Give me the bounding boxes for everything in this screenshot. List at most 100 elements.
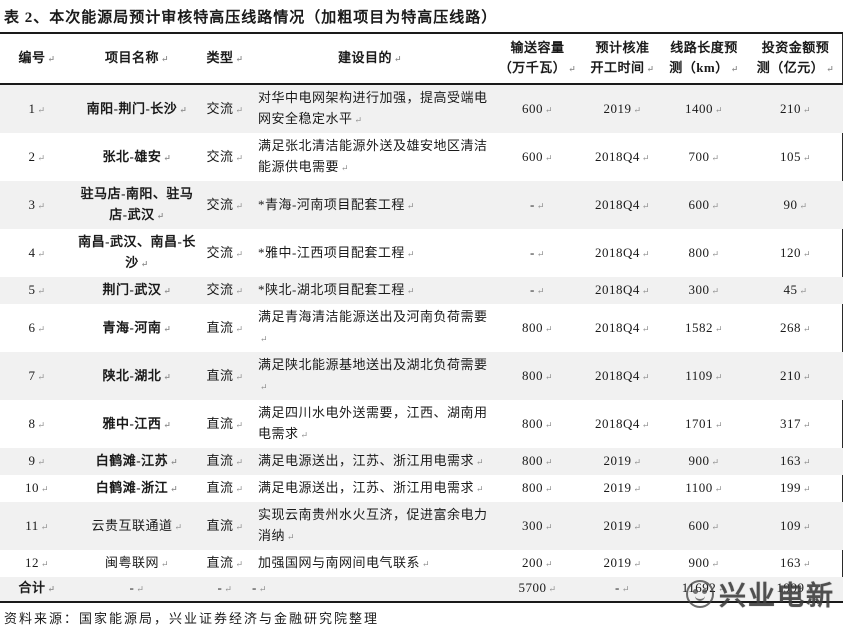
return-mark: ↵ <box>235 484 244 494</box>
cell-purpose: *雅中-江西项目配套工程 ↵ <box>258 244 415 260</box>
cell-length: 11692 ↵ <box>660 577 748 603</box>
cell-purpose: 满足张北清洁能源外送及雄安地区清洁能源供电需要 ↵ <box>258 138 488 174</box>
table-row: 5 ↵ 荆门-武汉 ↵ 交流 ↵ *陕北-湖北项目配套工程 ↵ - ↵ 2018Q4 ↵ 300 ↵ 45 ↵ <box>0 277 843 304</box>
return-mark: ↵ <box>548 584 557 594</box>
cell-type: 交流 ↵ <box>206 282 244 297</box>
return-mark: ↵ <box>714 484 723 494</box>
cell-type: 交流 ↵ <box>206 148 244 164</box>
return-mark: ↵ <box>170 457 179 467</box>
return-mark: ↵ <box>802 248 812 259</box>
cell-id: 8 ↵ <box>28 415 46 431</box>
cell-name: 雅中-江西 ↵ <box>102 415 172 431</box>
cell-investment: 109 ↵ <box>779 517 812 533</box>
cell-length: 300 ↵ <box>688 282 720 297</box>
cell-capacity: 800 ↵ <box>521 319 554 335</box>
total-row: 合计 ↵ - ↵ - ↵ - ↵ 5700 ↵ - ↵ 11692 ↵ 1999 ↵ <box>0 577 843 603</box>
cell-investment: 199 ↵ <box>779 480 812 495</box>
return-mark: ↵ <box>802 323 812 334</box>
cell-start: 2019 ↵ <box>603 453 642 468</box>
cell-purpose: *陕北-湖北项目配套工程 ↵ <box>258 282 415 297</box>
return-mark: ↵ <box>802 559 812 569</box>
cell-name: 云贵互联通道 ↵ <box>91 517 183 533</box>
cell-purpose: 满足电源送出，江苏、浙江用电需求 ↵ <box>258 480 485 495</box>
return-mark: ↵ <box>536 200 545 211</box>
cell-investment: 317 ↵ <box>779 415 812 431</box>
cell-type: 交流 ↵ <box>206 244 244 260</box>
return-mark: ↵ <box>40 559 50 569</box>
cell-start: 2019 ↵ <box>603 480 642 495</box>
return-mark: ↵ <box>802 371 812 382</box>
return-mark: ↵ <box>224 584 233 594</box>
return-mark: ↵ <box>711 286 720 296</box>
cell-investment: 45 ↵ <box>783 282 808 297</box>
return-mark: ↵ <box>633 104 642 115</box>
table-body: 1 ↵ 南阳-荆门-长沙 ↵ 交流 ↵ 对华中电网架构进行加强，提高受端电网安全稳定水平 ↵ 6… <box>0 84 843 603</box>
cell-start: 2018Q4 ↵ <box>595 415 650 431</box>
return-mark: ↵ <box>536 248 545 259</box>
cell-investment: 163 ↵ <box>779 453 812 468</box>
return-mark: ↵ <box>37 248 46 259</box>
return-mark: ↵ <box>235 286 244 296</box>
return-mark: ↵ <box>37 457 46 467</box>
source-note: 资料来源：国家能源局，兴业证券经济与金融研究院整理 <box>4 611 380 626</box>
cell-name: - ↵ <box>74 577 200 603</box>
return-mark: ↵ <box>235 54 244 64</box>
return-mark: ↵ <box>40 521 49 532</box>
return-mark: ↵ <box>37 323 46 334</box>
return-mark: ↵ <box>235 152 244 163</box>
cell-start: 2018Q4 ↵ <box>595 148 650 164</box>
cell-purpose: 实现云南贵州水火互济，促进富余电力消纳 ↵ <box>258 507 488 543</box>
cell-length: 1400 ↵ <box>684 100 724 116</box>
return-mark: ↵ <box>544 323 554 334</box>
cell-type: 直流 ↵ <box>206 555 244 570</box>
cell-length: 600 ↵ <box>688 196 720 212</box>
column-header-investment: 投资金额预 测（亿元） ↵ <box>748 34 843 85</box>
cell-capacity: 800 ↵ <box>521 367 554 383</box>
return-mark: ↵ <box>536 286 545 296</box>
cell-capacity: - ↵ <box>530 244 545 260</box>
return-mark: ↵ <box>711 457 720 467</box>
return-mark: ↵ <box>714 419 724 430</box>
cell-purpose: 满足青海清洁能源送出及河南负荷需要↵ <box>258 309 488 344</box>
cell-start: 2018Q4 ↵ <box>595 367 650 383</box>
return-mark: ↵ <box>37 104 46 115</box>
return-mark: ↵ <box>476 457 485 467</box>
return-mark: ↵ <box>711 200 720 211</box>
cell-name: 白鹤滩-江苏 ↵ <box>95 453 179 468</box>
return-mark: ↵ <box>711 152 720 163</box>
return-mark: ↵ <box>258 584 267 594</box>
return-mark: ↵ <box>354 115 363 125</box>
cell-type: 直流 ↵ <box>206 517 244 533</box>
cell-length: 1582 ↵ <box>684 319 724 335</box>
cell-purpose: 满足陕北能源基地送出及湖北负荷需要↵ <box>258 357 488 392</box>
cell-id: 10 ↵ <box>24 480 50 495</box>
column-header-start: 预计核准 开工时间 ↵ <box>585 34 660 85</box>
return-mark: ↵ <box>802 521 812 532</box>
return-mark: ↵ <box>633 559 642 569</box>
cell-start: 2018Q4 ↵ <box>595 319 650 335</box>
cell-capacity: 800 ↵ <box>521 415 554 431</box>
table-row: 1 ↵ 南阳-荆门-长沙 ↵ 交流 ↵ 对华中电网架构进行加强，提高受端电网安全稳定水平 ↵ 6… <box>0 84 843 133</box>
cell-type: 直流 ↵ <box>206 415 244 431</box>
cell-type: 交流 ↵ <box>206 100 244 116</box>
cell-length: 900 ↵ <box>688 453 720 468</box>
return-mark: ↵ <box>476 484 485 494</box>
cell-purpose: 满足电源送出，江苏、浙江用电需求 ↵ <box>258 453 485 468</box>
return-mark: ↵ <box>641 371 650 382</box>
cell-investment: 210 ↵ <box>779 100 812 116</box>
cell-name: 闽粤联网 ↵ <box>104 555 170 570</box>
cell-id: 2 ↵ <box>28 148 46 164</box>
return-mark: ↵ <box>718 584 727 594</box>
return-mark: ↵ <box>163 286 172 296</box>
cell-start: 2018Q4 ↵ <box>595 282 650 297</box>
cell-name: 陕北-湖北 ↵ <box>102 367 172 383</box>
table-header: 编号 ↵ 项目名称 ↵ 类型 ↵ 建设目的 ↵ 输送容量 （万千瓦） ↵ 预计核准 开工时间 ↵ 线路长… <box>0 34 843 85</box>
return-mark: ↵ <box>300 430 309 440</box>
return-mark: ↵ <box>160 559 170 569</box>
return-mark: ↵ <box>235 248 244 259</box>
return-mark: ↵ <box>711 559 720 569</box>
cell-name: 张北-雄安 ↵ <box>102 148 172 164</box>
cell-capacity: 600 ↵ <box>521 100 554 116</box>
cell-type: 直流 ↵ <box>206 319 244 335</box>
return-mark: ↵ <box>156 211 165 221</box>
